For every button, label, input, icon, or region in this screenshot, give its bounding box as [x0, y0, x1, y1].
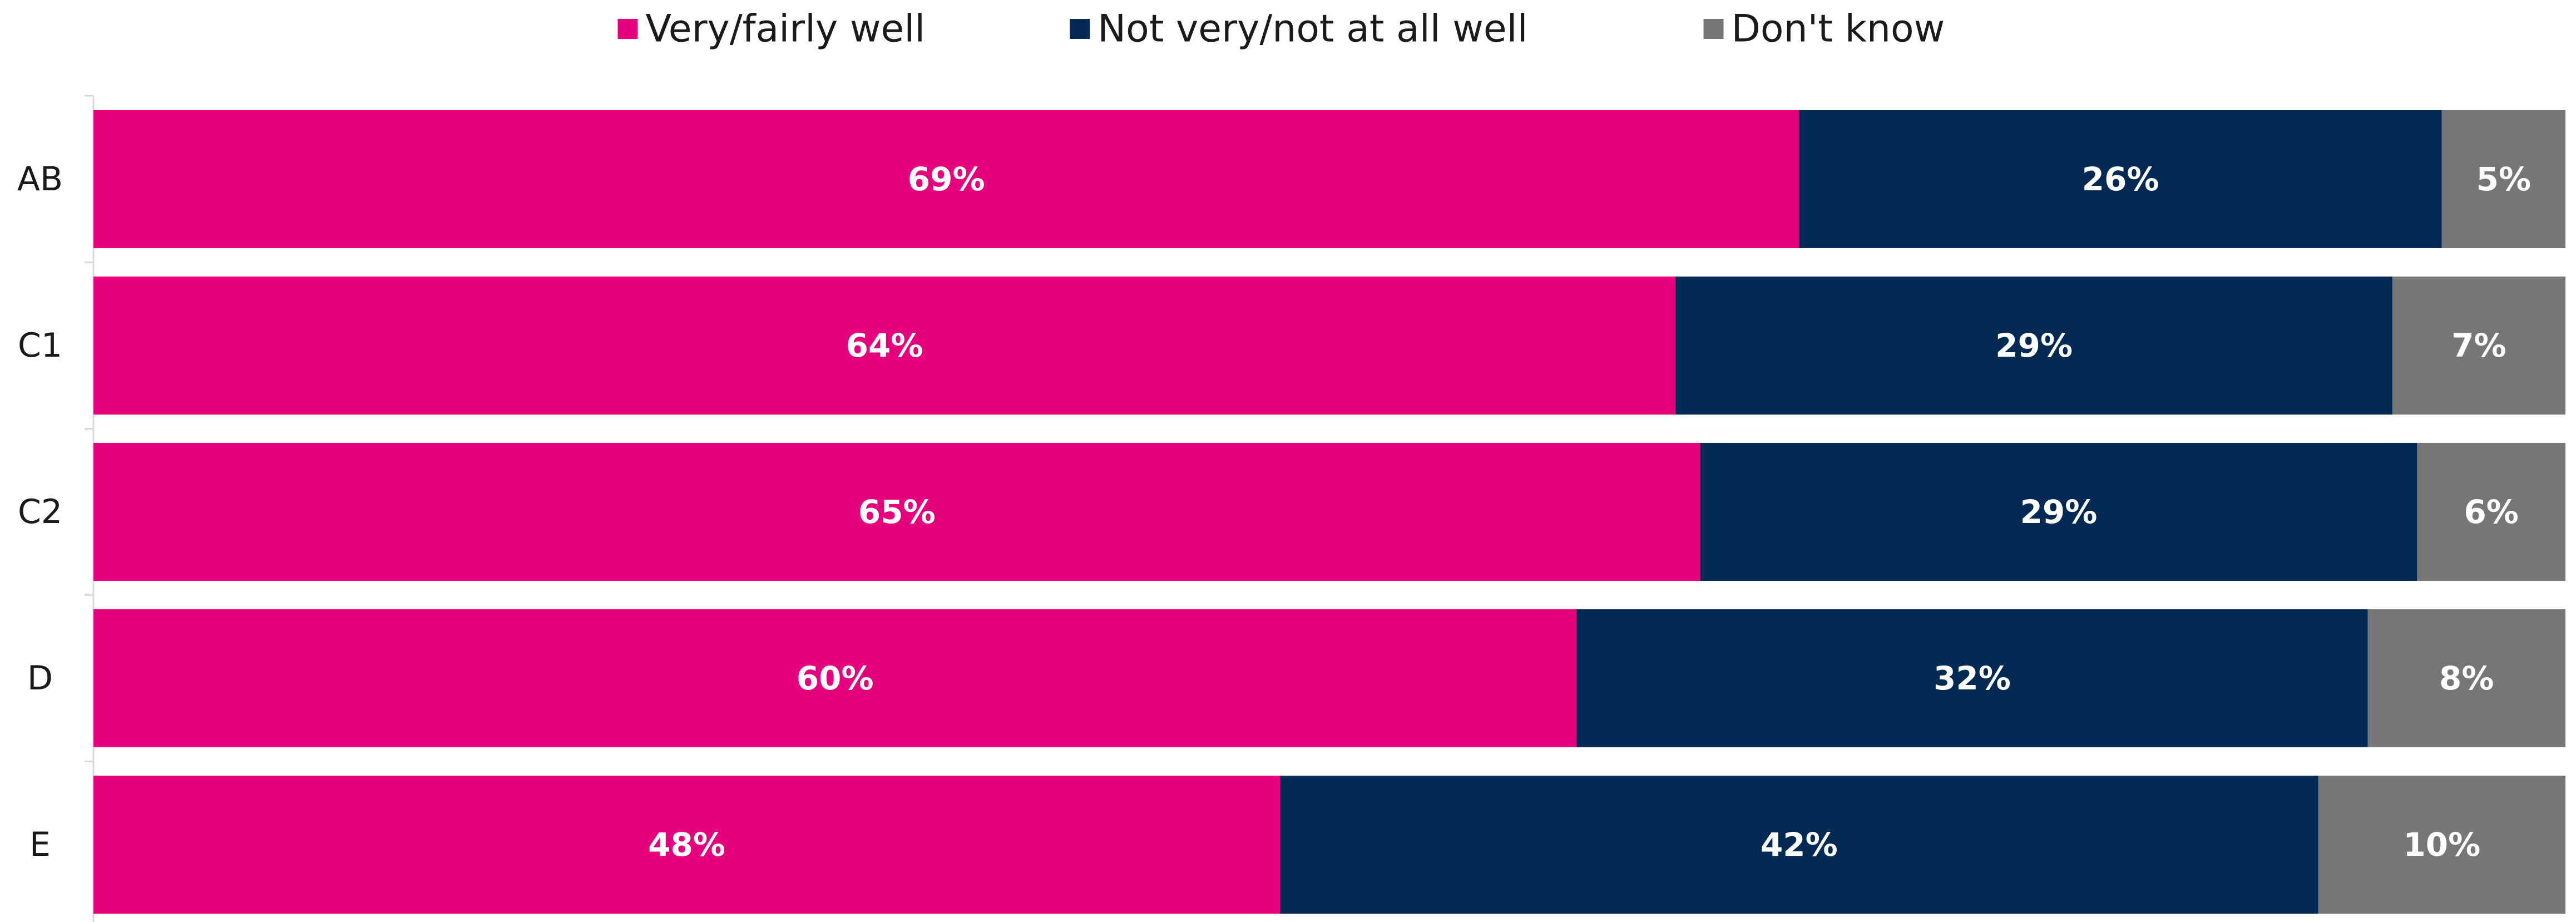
bar-c1-don-t-know	[2392, 277, 2565, 415]
bar-d-very-fairly-well	[93, 609, 1577, 747]
data-label-ab-not-very-not-at-all-well: 26%	[2082, 160, 2159, 198]
category-label-ab: AB	[17, 160, 63, 199]
bar-c2-don-t-know	[2417, 443, 2565, 581]
bar-c1-not-very-not-at-all-well	[1675, 277, 2392, 415]
category-label-c1: C1	[18, 326, 62, 365]
legend-label-don-t-know: Don't know	[1732, 7, 1945, 51]
category-labels: AB C1 C2 D E	[17, 160, 63, 864]
bar-c1-very-fairly-well	[93, 277, 1676, 415]
data-labels: 69% 26% 5% 64% 29% 7% 65% 29% 6% 60% 32% 8% 48% 42% 10…	[648, 160, 2531, 864]
data-label-d-don-t-know: 8%	[2439, 659, 2494, 697]
data-label-e-not-very-not-at-all-well: 42%	[1761, 826, 1838, 864]
data-label-c1-not-very-not-at-all-well: 29%	[1995, 327, 2073, 364]
bars	[93, 110, 2565, 914]
data-label-c1-very-fairly-well: 64%	[846, 327, 923, 364]
legend-swatch-very-fairly-well	[617, 19, 638, 39]
bar-c2-very-fairly-well	[93, 443, 1700, 581]
legend-swatch-don-t-know	[1703, 19, 1724, 39]
data-label-c2-don-t-know: 6%	[2464, 493, 2518, 531]
bar-e-not-very-not-at-all-well	[1280, 776, 2318, 914]
bar-d-don-t-know	[2367, 609, 2565, 747]
data-label-d-not-very-not-at-all-well: 32%	[1934, 659, 2011, 697]
bar-ab-very-fairly-well	[93, 110, 1799, 248]
category-label-d: D	[27, 659, 53, 698]
data-label-c2-not-very-not-at-all-well: 29%	[2020, 493, 2098, 531]
data-label-e-don-t-know: 10%	[2403, 826, 2480, 864]
bar-ab-don-t-know	[2441, 110, 2565, 248]
legend-swatch-not-very-not-at-all-well	[1070, 19, 1090, 39]
data-label-c1-don-t-know: 7%	[2451, 327, 2506, 364]
bar-ab-not-very-not-at-all-well	[1799, 110, 2442, 248]
data-label-ab-don-t-know: 5%	[2476, 160, 2531, 198]
legend-label-very-fairly-well: Very/fairly well	[646, 7, 926, 51]
data-label-ab-very-fairly-well: 69%	[908, 160, 985, 198]
legend: Very/fairly well Not very/not at all well…	[617, 7, 1945, 51]
bar-e-very-fairly-well	[93, 776, 1280, 914]
data-label-d-very-fairly-well: 60%	[797, 659, 874, 697]
bar-e-don-t-know	[2318, 776, 2565, 914]
data-label-c2-very-fairly-well: 65%	[858, 493, 936, 531]
category-label-c2: C2	[18, 492, 62, 531]
legend-label-not-very-not-at-all-well: Not very/not at all well	[1097, 7, 1527, 51]
data-label-e-very-fairly-well: 48%	[648, 826, 725, 864]
category-label-e: E	[29, 825, 51, 864]
category-axis-ticks	[85, 95, 93, 762]
bar-d-not-very-not-at-all-well	[1576, 609, 2368, 747]
bar-c2-not-very-not-at-all-well	[1700, 443, 2417, 581]
